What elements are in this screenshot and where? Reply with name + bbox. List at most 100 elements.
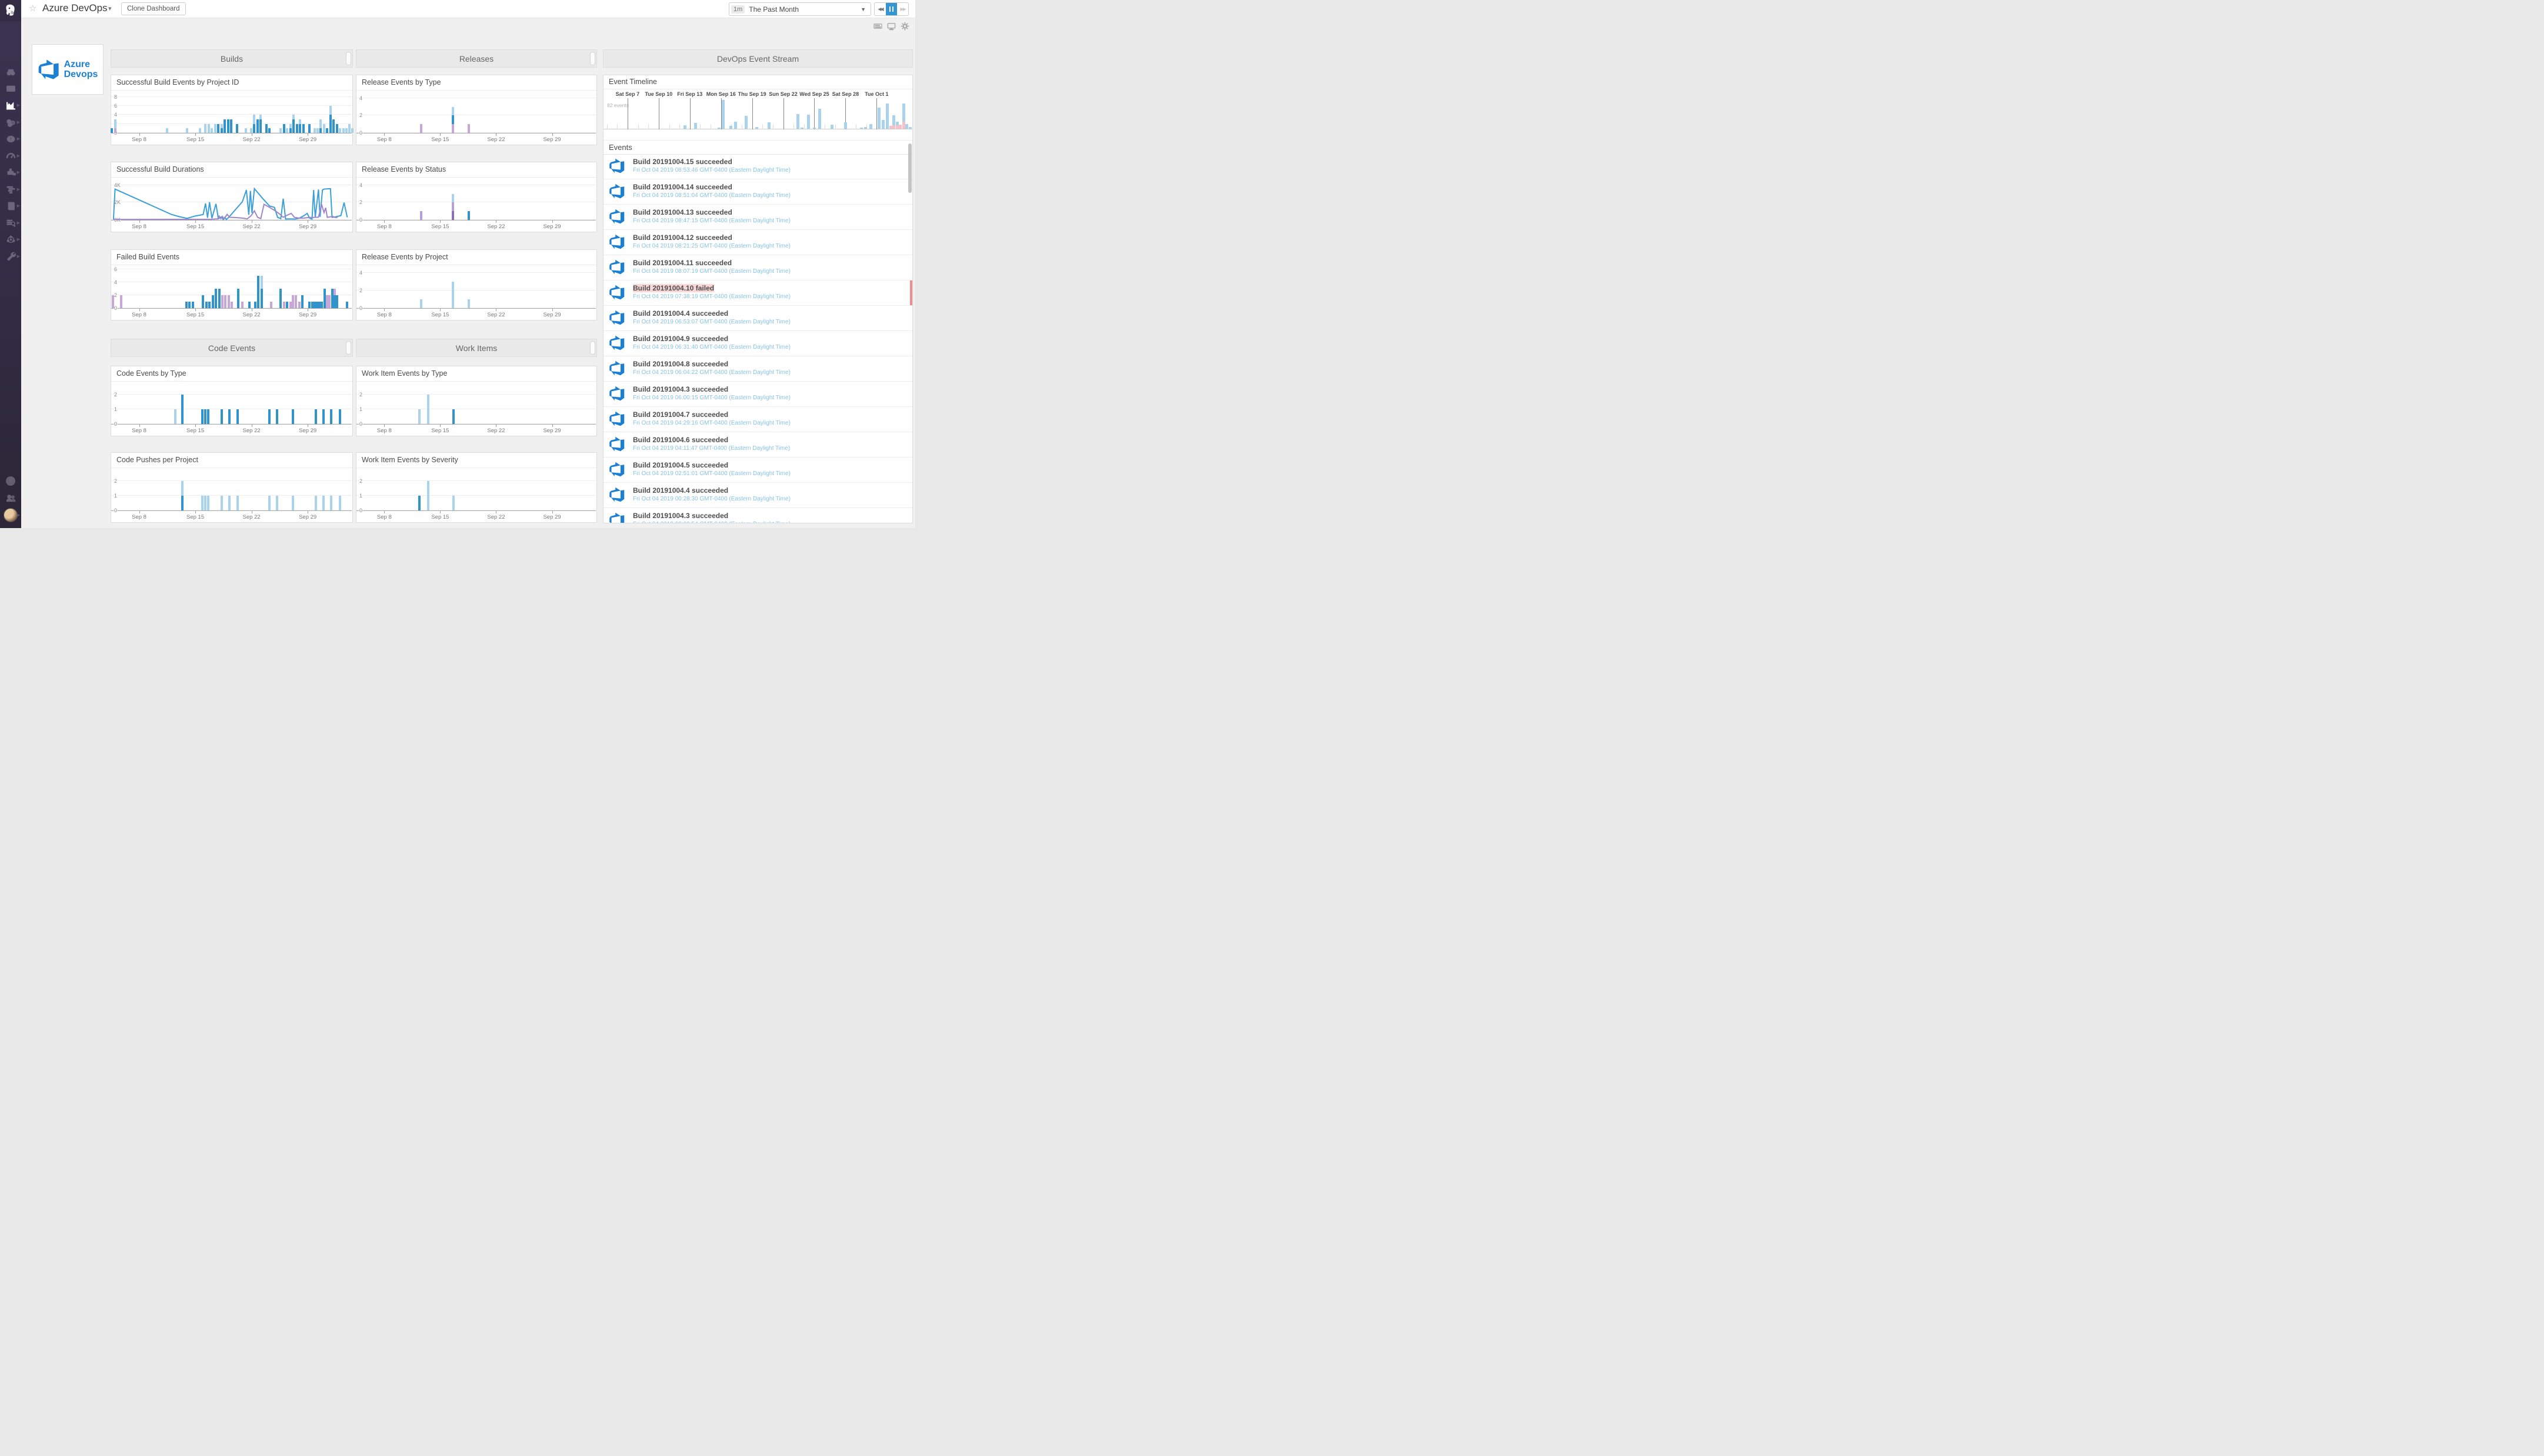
time-range-selector[interactable]: 1m The Past Month ▼	[729, 2, 871, 16]
event-title: Build 20191004.12 succeeded	[633, 233, 732, 242]
group-title: Releases	[459, 54, 494, 64]
clone-dashboard-button[interactable]: Clone Dashboard	[121, 2, 186, 15]
azure-devops-icon	[609, 309, 625, 326]
event-row[interactable]: Build 20191004.15 succeededFri Oct 04 20…	[604, 154, 912, 179]
group-handle[interactable]	[346, 341, 351, 355]
sidebar-item-monitors[interactable]: ▶	[0, 131, 21, 148]
submenu-arrow-icon: ▶	[17, 153, 20, 158]
chart-plot[interactable]: 024	[356, 269, 596, 309]
gear-icon[interactable]	[901, 22, 909, 34]
event-timestamp: Fri Oct 04 2019 08:53:46 GMT-0400 (Easte…	[633, 167, 791, 173]
timeline-date-label: Wed Sep 25	[799, 91, 829, 97]
event-row[interactable]: Build 20191004.12 succeededFri Oct 04 20…	[604, 230, 912, 255]
event-row[interactable]: Build 20191004.10 failedFri Oct 04 2019 …	[604, 280, 912, 306]
fast-forward-button[interactable]: ▶▶	[897, 3, 908, 15]
event-row[interactable]: Build 20191004.8 succeededFri Oct 04 201…	[604, 356, 912, 382]
synthetics-icon	[6, 235, 16, 245]
group-header-builds[interactable]: Builds	[111, 49, 353, 68]
sidebar-item-settings[interactable]: ▶	[0, 248, 21, 265]
chevron-down-icon[interactable]: ▾	[108, 5, 112, 12]
chart-plot[interactable]: 024	[356, 182, 596, 221]
chart-plot[interactable]: 012	[111, 386, 352, 425]
keyboard-icon	[873, 22, 882, 31]
event-timeline-title: Event Timeline	[604, 75, 912, 89]
chart-plot[interactable]: 012	[356, 472, 596, 511]
sidebar-item-avatar[interactable]: ▶	[0, 506, 21, 523]
datadog-logo[interactable]	[0, 0, 21, 21]
sidebar-item-notebooks[interactable]: ▶	[0, 198, 21, 215]
event-row[interactable]: Build 20191004.14 succeededFri Oct 04 20…	[604, 179, 912, 205]
event-title: Build 20191004.15 succeeded	[633, 158, 732, 166]
chart-x-axis: Sep 8Sep 15Sep 22Sep 29	[356, 511, 596, 522]
events-scrollbar[interactable]	[908, 143, 912, 193]
monitor-icon	[887, 22, 896, 31]
monitor-icon[interactable]	[887, 22, 896, 34]
timeline-date-label: Sat Sep 7	[616, 91, 640, 97]
chart-plot[interactable]: 012	[356, 386, 596, 425]
sidebar-item-infrastructure[interactable]: ▶	[0, 114, 21, 131]
event-row[interactable]: Build 20191004.13 succeededFri Oct 04 20…	[604, 205, 912, 230]
pause-button[interactable]	[886, 3, 897, 15]
event-row[interactable]: Build 20191004.3 succeededFri Oct 04 201…	[604, 382, 912, 407]
event-timestamp: Fri Oct 04 2019 08:47:15 GMT-0400 (Easte…	[633, 218, 791, 224]
azure-devops-icon	[609, 335, 625, 351]
group-header-work-items[interactable]: Work Items	[356, 339, 597, 357]
sidebar-item-integrations[interactable]: ▶	[0, 164, 21, 181]
submenu-arrow-icon: ▶	[17, 254, 20, 259]
chart-title: Work Item Events by Severity	[356, 453, 596, 468]
keyboard-icon[interactable]	[873, 22, 882, 34]
sidebar-item-help[interactable]: ?	[0, 472, 21, 489]
time-range-badge: 1m	[731, 5, 745, 14]
event-timestamp: Fri Oct 04 2019 08:07:19 GMT-0400 (Easte…	[633, 268, 791, 275]
event-title: Build 20191004.8 succeeded	[633, 360, 728, 368]
team-icon	[5, 493, 16, 503]
sidebar-item-team[interactable]	[0, 489, 21, 506]
event-row[interactable]: Build 20191004.11 succeededFri Oct 04 20…	[604, 255, 912, 280]
event-row[interactable]: Build 20191004.9 succeededFri Oct 04 201…	[604, 331, 912, 356]
sidebar-item-synthetics[interactable]: ▶	[0, 231, 21, 248]
chart-title: Code Events by Type	[111, 366, 352, 382]
watchdog-icon	[6, 67, 16, 77]
group-header-releases[interactable]: Releases	[356, 49, 597, 68]
event-row[interactable]: Build 20191004.5 succeededFri Oct 04 201…	[604, 457, 912, 483]
time-range-label: The Past Month	[749, 5, 861, 14]
timeline-date-label: Tue Sep 10	[645, 91, 672, 97]
submenu-arrow-icon: ▶	[17, 136, 20, 141]
group-header-code-events[interactable]: Code Events	[111, 339, 353, 357]
chart-plot[interactable]: 02468	[111, 95, 352, 133]
sidebar-item-dashboards[interactable]: ▶	[0, 97, 21, 114]
group-handle[interactable]	[590, 52, 595, 65]
chart-plot[interactable]: 0K2K4K	[111, 182, 352, 221]
chart-plot[interactable]: 024	[356, 95, 596, 133]
chart-x-axis: Sep 8Sep 15Sep 22Sep 29	[111, 511, 352, 522]
gear-icon	[901, 22, 909, 31]
dashboard-title[interactable]: Azure DevOps	[42, 2, 108, 14]
chart-plot[interactable]: 0246	[111, 269, 352, 309]
rewind-button[interactable]: ◀◀	[875, 3, 886, 15]
azure-devops-icon	[609, 284, 625, 300]
group-title: Work Items	[456, 343, 498, 353]
sidebar-item-events[interactable]	[0, 81, 21, 98]
event-timeline-chart[interactable]: 82 events Sat Sep 7Tue Sep 10Fri Sep 13M…	[604, 89, 912, 141]
event-row[interactable]: Build 20191004.6 succeededFri Oct 04 201…	[604, 432, 912, 457]
favorite-star-icon[interactable]: ☆	[29, 3, 36, 14]
series-duration-blue	[114, 189, 348, 219]
event-row[interactable]: Build 20191004.7 succeededFri Oct 04 201…	[604, 407, 912, 432]
group-handle[interactable]	[590, 341, 595, 355]
chart-title: Work Item Events by Type	[356, 366, 596, 382]
sidebar-item-watchdog[interactable]	[0, 64, 21, 81]
group-handle[interactable]	[346, 52, 351, 65]
event-row[interactable]: Build 20191004.3 succeededFri Oct 04 201…	[604, 508, 912, 523]
user-avatar[interactable]	[4, 508, 18, 522]
azure-devops-icon	[609, 158, 625, 174]
sidebar-item-apm[interactable]: ▶	[0, 181, 21, 198]
event-row[interactable]: Build 20191004.4 succeededFri Oct 04 201…	[604, 306, 912, 331]
sidebar-item-logs[interactable]: ▶	[0, 215, 21, 232]
chart-title: Failed Build Events	[111, 250, 352, 265]
chart-plot[interactable]: 012	[111, 472, 352, 511]
group-header-event-stream[interactable]: DevOps Event Stream	[603, 49, 913, 68]
event-row[interactable]: Build 20191004.4 succeededFri Oct 04 201…	[604, 483, 912, 508]
help-icon: ?	[5, 476, 16, 486]
sidebar-item-metrics[interactable]: ▶	[0, 148, 21, 165]
azure-devops-icon	[609, 385, 625, 402]
